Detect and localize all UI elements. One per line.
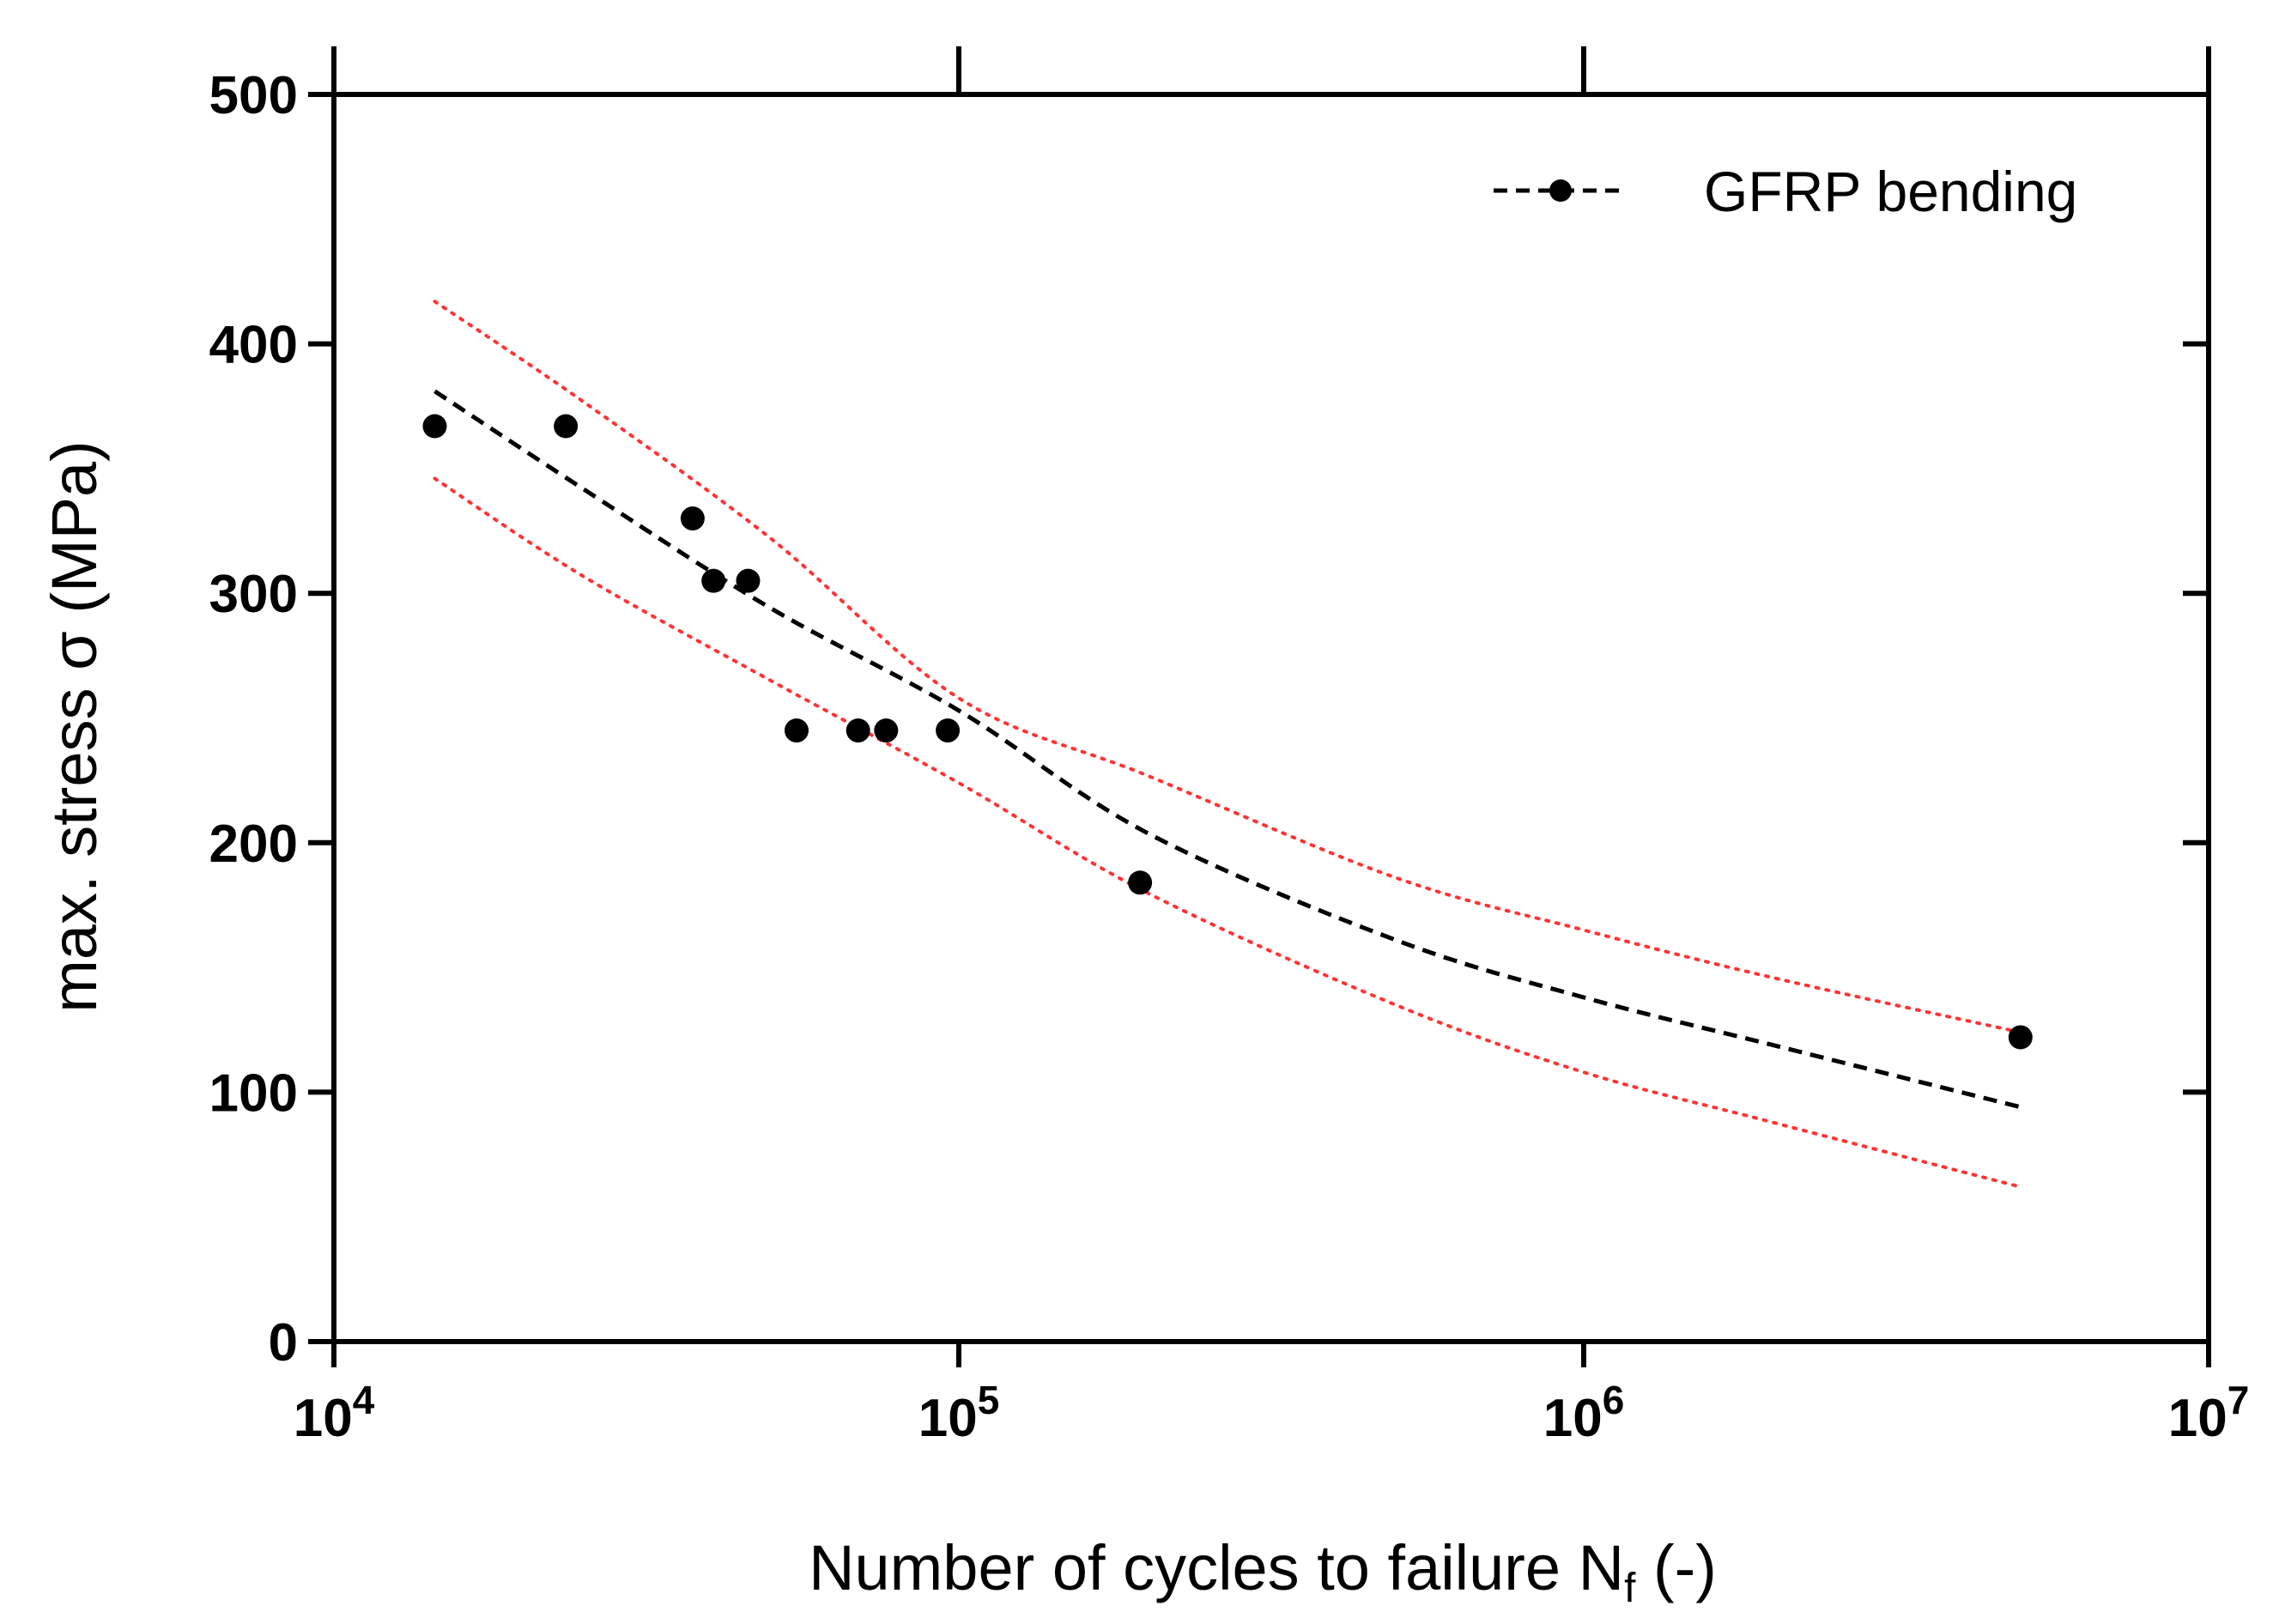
x-tick-label: 104	[294, 1378, 375, 1448]
fit-line	[433, 389, 2021, 1110]
x-tick-label-exponent: 6	[1603, 1378, 1625, 1422]
confidence-bands	[433, 300, 2022, 1189]
x-tick-label-exponent: 7	[2227, 1378, 2250, 1422]
data-point	[2008, 1025, 2033, 1050]
legend-label: GFRP bending	[1704, 160, 2077, 223]
x-tick-label-base: 10	[1543, 1389, 1603, 1448]
y-tick-label: 200	[209, 815, 298, 874]
x-tick-label: 105	[918, 1378, 1000, 1448]
data-point	[554, 414, 579, 439]
x-tick-label-exponent: 5	[978, 1378, 1000, 1422]
y-axis-title: max. stress σ (MPa)	[39, 440, 110, 1013]
y-tick-label: 500	[209, 66, 298, 125]
plot-frame	[331, 92, 2211, 1344]
data-point	[784, 718, 809, 743]
data-points	[422, 414, 2033, 1050]
axis-titles: Number of cycles to failure Nf (-) max. …	[39, 440, 1717, 1611]
data-point	[422, 414, 447, 439]
x-axis-title-suffix: (-)	[1635, 1532, 1717, 1603]
data-point	[680, 506, 705, 531]
x-tick-label-base: 10	[2168, 1389, 2227, 1448]
fit-curve	[433, 389, 2021, 1110]
data-point	[846, 718, 870, 743]
x-axis-title: Number of cycles to failure Nf (-)	[809, 1532, 1717, 1611]
legend: GFRP bending	[1494, 160, 2077, 223]
x-axis-title-subscript: f	[1624, 1566, 1636, 1611]
y-tick-label: 400	[209, 316, 298, 375]
data-point	[874, 718, 899, 743]
x-tick-label: 106	[1543, 1378, 1625, 1448]
data-point	[736, 568, 761, 593]
lower-band	[433, 476, 2022, 1189]
data-point	[936, 718, 961, 743]
x-tick-label-base: 10	[918, 1389, 978, 1448]
upper-band	[433, 300, 2022, 1034]
legend-marker	[1549, 179, 1572, 202]
x-axis-title-main: Number of cycles to failure N	[809, 1532, 1624, 1603]
y-tick-label: 100	[209, 1063, 298, 1123]
x-tick-label-base: 10	[294, 1389, 353, 1448]
y-tick-label: 0	[269, 1313, 298, 1373]
data-point	[1128, 870, 1153, 895]
x-tick-label: 107	[2168, 1378, 2250, 1448]
x-tick-label-exponent: 4	[353, 1378, 375, 1422]
data-point	[701, 568, 726, 593]
y-tick-label: 300	[209, 565, 298, 624]
